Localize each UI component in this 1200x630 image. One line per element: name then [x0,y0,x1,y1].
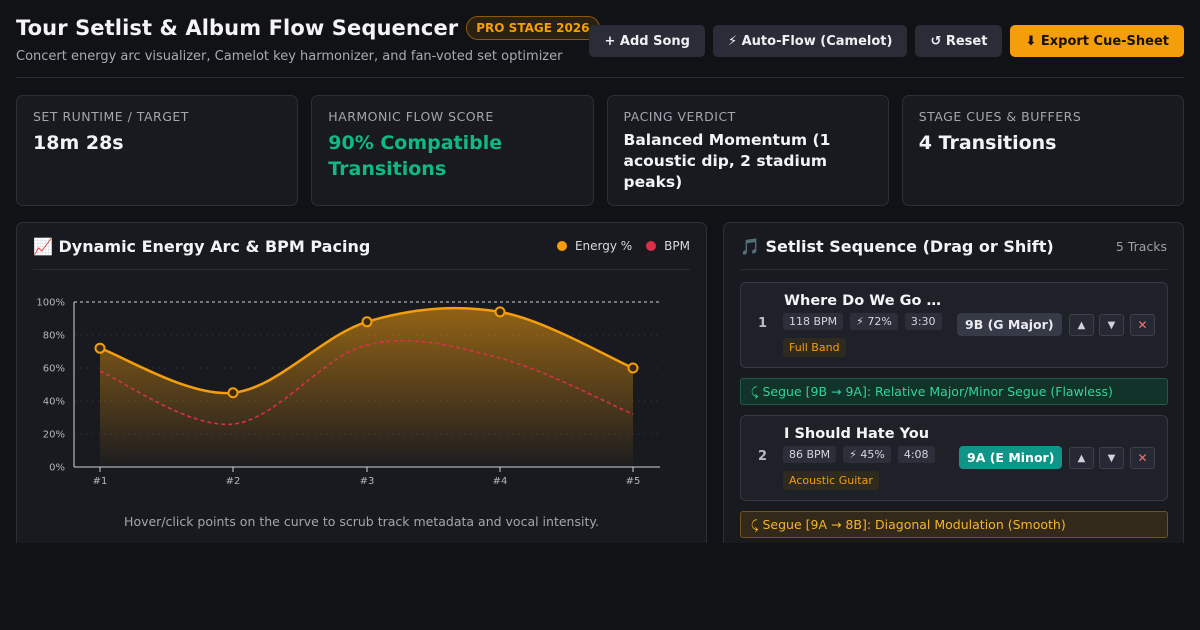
move-up-button[interactable]: ▲ [1069,314,1094,336]
app-subtitle: Concert energy arc visualizer, Camelot k… [16,49,563,64]
reset-button[interactable]: ↺ Reset [915,25,1003,57]
stat-card-runtime: SET RUNTIME / TARGET 18m 28s [16,95,299,206]
stat-value: 18m 28s [33,132,124,154]
add-song-button[interactable]: + Add Song [589,25,705,57]
track-title: I Should Hate You [784,426,930,442]
x-tick-label: #5 [626,476,641,487]
track-number: 2 [758,449,768,464]
stat-card-harmonic-score: HARMONIC FLOW SCORE 90% Compatible Trans… [311,95,594,206]
panel-title: 🎵 Setlist Sequence (Drag or Shift) [740,236,1054,256]
stat-value: Balanced Momentum (1 acoustic dip, 2 sta… [623,131,831,191]
energy-data-point[interactable] [361,316,373,328]
track-number: 1 [758,316,768,331]
arrangement-tag: Acoustic Guitar [783,471,879,490]
energy-area [100,308,633,467]
legend-swatch-energy [556,241,567,251]
legend-label: BPM [664,239,690,253]
track-count: 5 Tracks [1115,238,1167,254]
y-tick-label: 0% [49,463,65,474]
remove-track-button[interactable]: ✕ [1130,314,1155,336]
duration-chip: 3:30 [904,313,942,330]
legend-item-energy: Energy % [556,239,633,253]
header-actions: + Add Song ⚡ Auto-Flow (Camelot) ↺ Reset… [589,25,1184,57]
panel-title: 📈 Dynamic Energy Arc & BPM Pacing [33,236,371,256]
energy-chip: ⚡ 45% [843,446,891,463]
stat-card-pacing-verdict: PACING VERDICT Balanced Momentum (1 acou… [606,95,889,206]
energy-data-point[interactable] [494,306,506,318]
camelot-key-badge: 9B (G Major) [957,313,1062,336]
y-tick-label: 20% [43,430,65,441]
move-down-button[interactable]: ▼ [1099,447,1124,469]
energy-bpm-chart: 0% 20% 40% 60% 80% 100% #1 #2 #3 #4 #5 [36,298,660,487]
x-tick-label: #2 [226,476,241,487]
stat-label: STAGE CUES & BUFFERS [918,109,1082,124]
x-tick-label: #3 [360,476,375,487]
chart-legend: Energy % BPM [556,239,690,253]
energy-arc-panel: 📈 Dynamic Energy Arc & BPM Pacing Energy… [16,222,707,543]
energy-chip: ⚡ 72% [850,313,898,330]
stat-card-stage-cues: STAGE CUES & BUFFERS 4 Transitions [901,95,1184,206]
bpm-series-line [99,339,634,426]
chart-hint: Hover/click points on the curve to scrub… [124,514,599,529]
stat-value: 90% Compatible Transitions [328,132,503,180]
x-tick-label: #1 [93,476,108,487]
stats-row: SET RUNTIME / TARGET 18m 28s HARMONIC FL… [16,95,1184,206]
energy-data-point[interactable] [627,362,639,374]
remove-track-button[interactable]: ✕ [1130,447,1155,469]
plan-badge: PRO STAGE 2026 [466,16,600,40]
energy-data-point[interactable] [227,387,239,399]
duration-chip: 4:08 [897,446,935,463]
arrangement-tag: Full Band [783,338,846,357]
track-card[interactable]: 2 I Should Hate You 86 BPM ⚡ 45% 4:08 Ac… [740,415,1168,501]
track-card[interactable]: 1 Where Do We Go … 118 BPM ⚡ 72% 3:30 Fu… [740,282,1168,368]
y-tick-label: 40% [43,397,65,408]
move-up-button[interactable]: ▲ [1069,447,1094,469]
energy-data-point[interactable] [94,342,106,354]
app-title: Tour Setlist & Album Flow Sequencer [16,16,459,40]
export-cue-sheet-button[interactable]: ⬇ Export Cue-Sheet [1010,25,1184,57]
bpm-chip: 86 BPM [783,446,837,463]
x-tick-label: #4 [493,476,508,487]
legend-swatch-bpm [646,241,657,251]
track-meta: 86 BPM ⚡ 45% 4:08 [783,446,935,463]
setlist-sequence-panel: 🎵 Setlist Sequence (Drag or Shift) 5 Tra… [723,222,1184,543]
camelot-key-badge: 9A (E Minor) [959,446,1063,469]
panel-header: 🎵 Setlist Sequence (Drag or Shift) 5 Tra… [740,223,1167,270]
track-title: Where Do We Go … [784,293,942,309]
segue-indicator: ⤹ Segue [9B → 9A]: Relative Major/Minor … [740,378,1168,405]
auto-flow-button[interactable]: ⚡ Auto-Flow (Camelot) [712,25,908,57]
panel-header: 📈 Dynamic Energy Arc & BPM Pacing Energy… [33,223,690,270]
y-tick-label: 80% [43,331,65,342]
app-header: Tour Setlist & Album Flow Sequencer PRO … [16,16,1184,78]
legend-label: Energy % [574,239,633,253]
stat-label: HARMONIC FLOW SCORE [328,109,494,124]
track-meta: 118 BPM ⚡ 72% 3:30 [783,313,942,330]
y-tick-label: 60% [43,364,65,375]
stat-value: 4 Transitions [918,132,1057,154]
segue-indicator: ⤹ Segue [9A → 8B]: Diagonal Modulation (… [740,511,1168,538]
legend-item-bpm: BPM [646,239,690,253]
bpm-chip: 118 BPM [783,313,844,330]
move-down-button[interactable]: ▼ [1099,314,1124,336]
y-tick-label: 100% [36,298,65,309]
stat-label: SET RUNTIME / TARGET [33,109,189,124]
stat-label: PACING VERDICT [623,109,736,124]
